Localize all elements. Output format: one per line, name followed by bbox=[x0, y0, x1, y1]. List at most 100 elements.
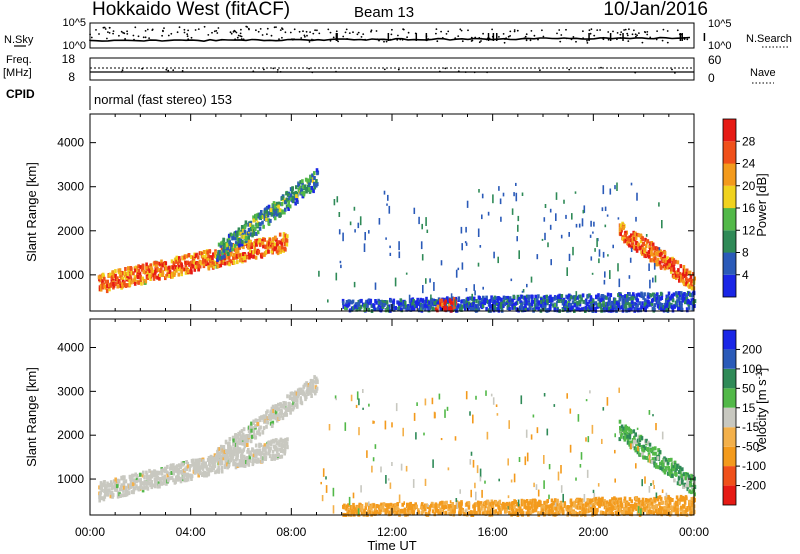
power-cell bbox=[433, 301, 437, 306]
power-speckle bbox=[602, 251, 605, 258]
velocity-cell bbox=[432, 504, 436, 509]
velocity-cell bbox=[211, 455, 214, 460]
velocity-cell bbox=[510, 502, 514, 507]
velocity-cell bbox=[224, 460, 227, 465]
power-cell bbox=[498, 296, 501, 301]
velocity-cell bbox=[547, 504, 551, 509]
velocity-cell bbox=[162, 476, 166, 481]
power-cell bbox=[178, 265, 181, 269]
power-speckle bbox=[425, 217, 427, 226]
velocity-cell bbox=[100, 488, 104, 493]
velocity-cell bbox=[192, 459, 195, 464]
noise-dot bbox=[631, 33, 634, 36]
velocity-cell bbox=[487, 502, 491, 507]
power-cell bbox=[222, 248, 226, 253]
velocity-cell bbox=[129, 480, 133, 485]
power-speckle bbox=[571, 213, 573, 220]
velocity-cell bbox=[296, 404, 299, 409]
power-cell bbox=[642, 305, 646, 310]
noise-dot bbox=[620, 31, 623, 33]
freq-dot bbox=[457, 70, 460, 73]
noise-dot bbox=[161, 34, 164, 37]
velocity-cell bbox=[669, 472, 672, 477]
power-cell bbox=[247, 227, 251, 232]
velocity-cell bbox=[139, 485, 142, 490]
velocity-speckle bbox=[325, 476, 327, 480]
power-speckle bbox=[602, 185, 605, 195]
power-cell bbox=[311, 173, 314, 178]
power-cell bbox=[202, 259, 205, 264]
power-cell bbox=[399, 298, 403, 303]
power-cell bbox=[243, 235, 246, 239]
noise-dot bbox=[586, 42, 589, 44]
velocity-speckle bbox=[325, 485, 328, 493]
velocity-cell bbox=[231, 454, 235, 459]
power-speckle bbox=[591, 272, 594, 275]
power-cell bbox=[383, 302, 386, 307]
power-speckle bbox=[555, 213, 557, 221]
velocity-cell bbox=[157, 470, 161, 475]
power-cell bbox=[228, 259, 231, 264]
velocity-speckle bbox=[475, 395, 477, 400]
power-cell bbox=[647, 300, 650, 305]
power-cell bbox=[303, 184, 307, 189]
velocity-cell bbox=[527, 501, 530, 506]
power-cell bbox=[610, 301, 613, 306]
velocity-cell bbox=[667, 507, 670, 512]
velocity-cell bbox=[598, 504, 601, 509]
power-speckle bbox=[481, 214, 483, 220]
velocity-cell bbox=[306, 385, 309, 390]
power-cell bbox=[141, 276, 145, 281]
velocity-cell bbox=[640, 453, 644, 458]
velocity-cell bbox=[611, 500, 615, 505]
power-cell bbox=[611, 305, 615, 310]
velocity-cell bbox=[271, 456, 275, 461]
power-cell bbox=[678, 306, 682, 311]
power-cell bbox=[685, 296, 689, 301]
figure-title: Hokkaido West (fitACF) bbox=[92, 0, 290, 20]
velocity-cell bbox=[309, 378, 313, 383]
power-cell bbox=[543, 295, 547, 300]
power-cell bbox=[123, 271, 127, 275]
power-cell bbox=[211, 260, 215, 265]
velocity-cell bbox=[185, 474, 189, 479]
power-speckle bbox=[517, 224, 519, 232]
velocity-cell bbox=[691, 501, 695, 505]
velocity-cell bbox=[272, 454, 276, 459]
power-speckle bbox=[398, 241, 400, 251]
velocity-cell bbox=[236, 445, 239, 450]
velocity-speckle bbox=[585, 437, 587, 442]
power-cell bbox=[654, 256, 657, 261]
velocity-cell bbox=[396, 511, 399, 516]
noise-dot bbox=[491, 28, 493, 31]
power-cell bbox=[568, 297, 572, 302]
power-cell bbox=[454, 296, 457, 301]
power-cell bbox=[297, 183, 300, 187]
power-speckle bbox=[499, 198, 502, 205]
power-cell bbox=[605, 304, 609, 309]
velocity-cell bbox=[690, 509, 694, 514]
power-speckle bbox=[592, 231, 594, 234]
colorbar-tick-label: 24 bbox=[742, 157, 756, 171]
y-tick-label: 1000 bbox=[57, 268, 84, 282]
velocity-cell bbox=[160, 481, 164, 486]
power-cell bbox=[672, 292, 676, 297]
power-speckle bbox=[457, 267, 460, 271]
power-cell bbox=[656, 304, 660, 309]
noise-tick-bottom-right: 10^0 bbox=[708, 40, 732, 52]
power-cell bbox=[97, 275, 101, 280]
velocity-cell bbox=[666, 512, 669, 516]
power-cell bbox=[232, 252, 236, 257]
velocity-cell bbox=[445, 500, 448, 505]
velocity-cell bbox=[311, 386, 314, 391]
velocity-cell bbox=[109, 494, 113, 499]
velocity-cell bbox=[563, 501, 567, 506]
velocity-speckle bbox=[652, 506, 654, 512]
velocity-cell bbox=[412, 510, 415, 515]
power-cell bbox=[446, 306, 449, 311]
power-cell bbox=[432, 307, 435, 312]
velocity-cell bbox=[99, 484, 103, 489]
power-cell bbox=[204, 254, 207, 259]
power-speckle bbox=[336, 196, 339, 203]
velocity-cell bbox=[218, 461, 222, 466]
